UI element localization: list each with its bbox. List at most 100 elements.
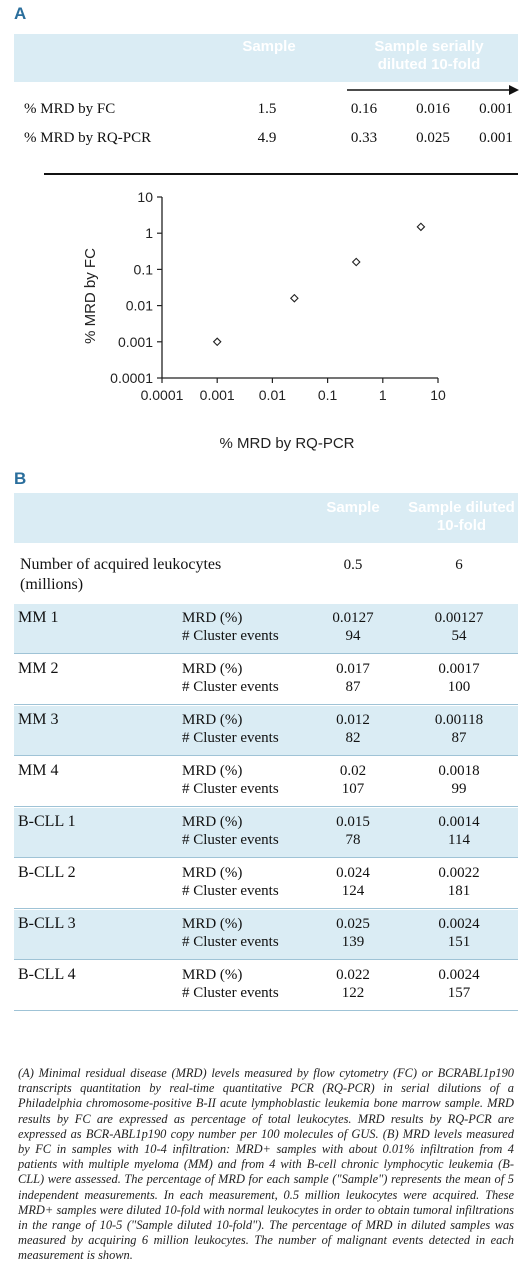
metric-events-label: # Cluster events	[182, 781, 279, 797]
metric-events-label: # Cluster events	[182, 883, 279, 899]
mrd-diluted: 0.0018	[438, 763, 480, 779]
panel-a-divider	[44, 173, 518, 175]
mrd-sample: 0.0127	[332, 610, 374, 626]
leukocytes-label-line2: (millions)	[20, 576, 84, 593]
row-sample-values: 0.02 107	[314, 762, 392, 798]
table-row: B-CLL 1 MRD (%) # Cluster events 0.015 78 0.0…	[14, 808, 518, 857]
row-separator	[14, 959, 518, 960]
y-tick-label: 0.1	[134, 261, 154, 277]
row-name: B-CLL 4	[18, 966, 76, 983]
row-sample-values: 0.022 122	[314, 966, 392, 1002]
panel-b-header: Sample Sample diluted 10-fold	[14, 493, 518, 543]
panel-b-header-sample: Sample	[326, 499, 380, 516]
metric-events-label: # Cluster events	[182, 730, 279, 746]
panel-a-fc-sample: 1.5	[257, 101, 277, 117]
metric-mrd-label: MRD (%)	[182, 865, 243, 881]
row-sample-values: 0.024 124	[314, 864, 392, 900]
panel-a-row-pcr-label: % MRD by RQ-PCR	[24, 130, 152, 146]
mrd-diluted: 0.0014	[438, 814, 480, 830]
y-tick-label: 0.01	[126, 298, 153, 314]
panel-a-pcr-d1: 0.33	[350, 130, 378, 146]
row-separator	[14, 806, 518, 807]
row-separator	[14, 908, 518, 909]
row-name: MM 1	[18, 609, 59, 626]
row-sample-values: 0.017 87	[314, 660, 392, 696]
row-separator	[14, 755, 518, 756]
row-sample-values: 0.0127 94	[314, 609, 392, 645]
panel-a-header-serial-line2: diluted 10-fold	[377, 56, 481, 73]
x-tick-label: 0.0001	[141, 387, 184, 403]
y-axis-label: % MRD by FC	[82, 248, 99, 344]
metric-mrd-label: MRD (%)	[182, 610, 243, 626]
panel-a-fc-d1: 0.16	[350, 101, 378, 117]
row-name: B-CLL 1	[18, 813, 76, 830]
panel-a-header-serial-line1: Sample serially	[374, 38, 484, 55]
x-tick-label: 0.1	[318, 387, 338, 403]
events-diluted: 157	[447, 985, 471, 1001]
leukocytes-label-line1: Number of acquired leukocytes	[20, 556, 222, 573]
figure-caption: (A) Minimal residual disease (MRD) level…	[18, 1066, 514, 1263]
panel-a-header-sample: Sample	[242, 38, 296, 55]
mrd-sample: 0.017	[336, 661, 370, 677]
data-point	[289, 293, 299, 303]
events-sample: 78	[345, 832, 361, 848]
row-metrics: MRD (%) # Cluster events	[182, 609, 279, 645]
mrd-diluted: 0.00127	[434, 610, 484, 626]
events-sample: 82	[345, 730, 361, 746]
events-diluted: 99	[451, 781, 467, 797]
row-name: MM 2	[18, 660, 59, 677]
mrd-diluted: 0.0024	[438, 916, 480, 932]
panel-b-header-diluted-line1: Sample diluted	[408, 499, 515, 516]
y-tick-label: 0.001	[118, 334, 153, 350]
row-diluted-values: 0.00118 87	[404, 711, 514, 747]
row-metrics: MRD (%) # Cluster events	[182, 864, 279, 900]
row-separator	[14, 1010, 518, 1011]
events-sample: 122	[341, 985, 365, 1001]
metric-mrd-label: MRD (%)	[182, 916, 243, 932]
mrd-sample: 0.025	[336, 916, 370, 932]
events-diluted: 114	[448, 832, 470, 848]
panel-a-row-fc-label: % MRD by FC	[24, 101, 116, 117]
x-tick-label: 0.001	[200, 387, 235, 403]
dilution-arrow	[347, 85, 519, 95]
row-separator	[14, 704, 518, 705]
metric-events-label: # Cluster events	[182, 679, 279, 695]
data-point	[416, 222, 426, 232]
metric-mrd-label: MRD (%)	[182, 814, 243, 830]
mrd-sample: 0.024	[336, 865, 370, 881]
mrd-sample: 0.02	[339, 763, 367, 779]
panel-a-pcr-d3: 0.001	[479, 130, 513, 146]
row-diluted-values: 0.0024 151	[404, 915, 514, 951]
row-separator	[14, 653, 518, 654]
events-diluted: 181	[447, 883, 471, 899]
x-tick-label: 1	[379, 387, 387, 403]
mrd-diluted: 0.0024	[438, 967, 480, 983]
panel-a-pcr-sample: 4.9	[257, 130, 277, 146]
table-row: MM 1 MRD (%) # Cluster events 0.0127 94 0.001…	[14, 604, 518, 653]
row-diluted-values: 0.0024 157	[404, 966, 514, 1002]
row-name: B-CLL 2	[18, 864, 76, 881]
events-diluted: 100	[447, 679, 471, 695]
leukocytes-sample: 0.5	[343, 557, 363, 573]
x-axis-label: % MRD by RQ-PCR	[219, 435, 354, 452]
row-diluted-values: 0.0018 99	[404, 762, 514, 798]
row-name: MM 4	[18, 762, 59, 779]
metric-mrd-label: MRD (%)	[182, 967, 243, 983]
mrd-diluted: 0.00118	[434, 712, 484, 728]
panel-a-header: Sample Sample serially diluted 10-fold	[14, 34, 518, 82]
data-point	[212, 337, 222, 347]
row-separator	[14, 857, 518, 858]
metric-mrd-label: MRD (%)	[182, 712, 243, 728]
table-row: B-CLL 2 MRD (%) # Cluster events 0.024 124 0.…	[14, 859, 518, 908]
metric-events-label: # Cluster events	[182, 628, 279, 644]
mrd-sample: 0.015	[336, 814, 370, 830]
panel-a-fc-d2: 0.016	[416, 101, 450, 117]
metric-events-label: # Cluster events	[182, 985, 279, 1001]
row-sample-values: 0.015 78	[314, 813, 392, 849]
row-sample-values: 0.012 82	[314, 711, 392, 747]
table-row: MM 4 MRD (%) # Cluster events 0.02 107 0.0018…	[14, 757, 518, 806]
panel-a-pcr-d2: 0.025	[416, 130, 450, 146]
panel-b-label: B	[14, 469, 27, 488]
metric-events-label: # Cluster events	[182, 832, 279, 848]
metric-mrd-label: MRD (%)	[182, 661, 243, 677]
